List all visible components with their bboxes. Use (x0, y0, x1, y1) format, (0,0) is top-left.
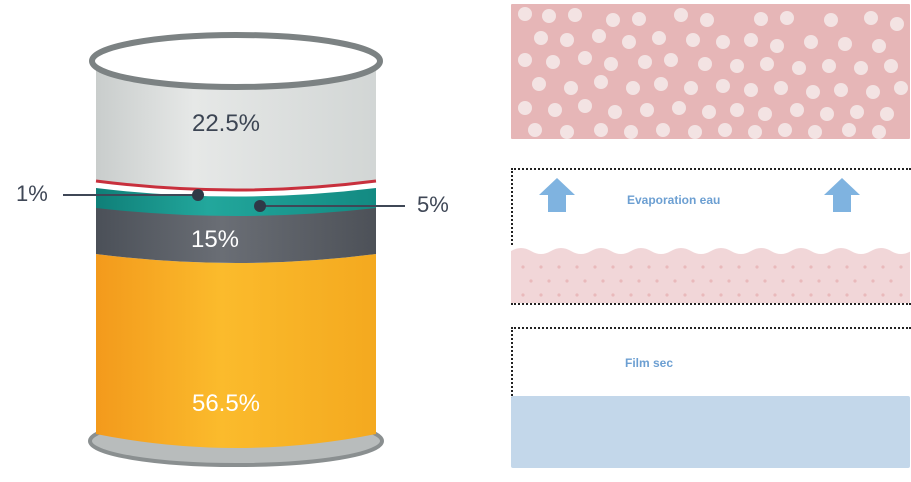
wet-film-block (511, 4, 910, 139)
dry-film-frame (511, 327, 911, 399)
label-15: 15% (190, 226, 240, 253)
label-56-5: 56.5% (191, 390, 261, 417)
can-segment-grey (96, 206, 376, 263)
substrate-block (511, 396, 910, 468)
evaporation-arrow-left-icon (539, 178, 575, 212)
can-top-rim (89, 32, 383, 90)
particle-dots (518, 7, 908, 139)
drying-film-strip (511, 245, 910, 303)
evaporation-frame (511, 168, 911, 305)
evaporation-arrow-right-icon (824, 178, 860, 212)
can-segment-teal (96, 188, 376, 216)
evaporation-label: Evaporation eau (627, 193, 721, 207)
can-segment-yellow (96, 254, 376, 448)
callout-label-right: 5% (417, 192, 449, 217)
drying-particles (511, 245, 910, 297)
can-segment-top (96, 60, 376, 189)
label-22-5: 22.5% (191, 110, 261, 137)
callout-dot-right (254, 200, 266, 212)
dry-film-label: Film sec (625, 356, 674, 370)
paint-can (63, 32, 405, 467)
callout-label-left: 1% (16, 181, 48, 206)
callout-dot-left (192, 189, 204, 201)
can-segment-red-line (95, 179, 377, 192)
